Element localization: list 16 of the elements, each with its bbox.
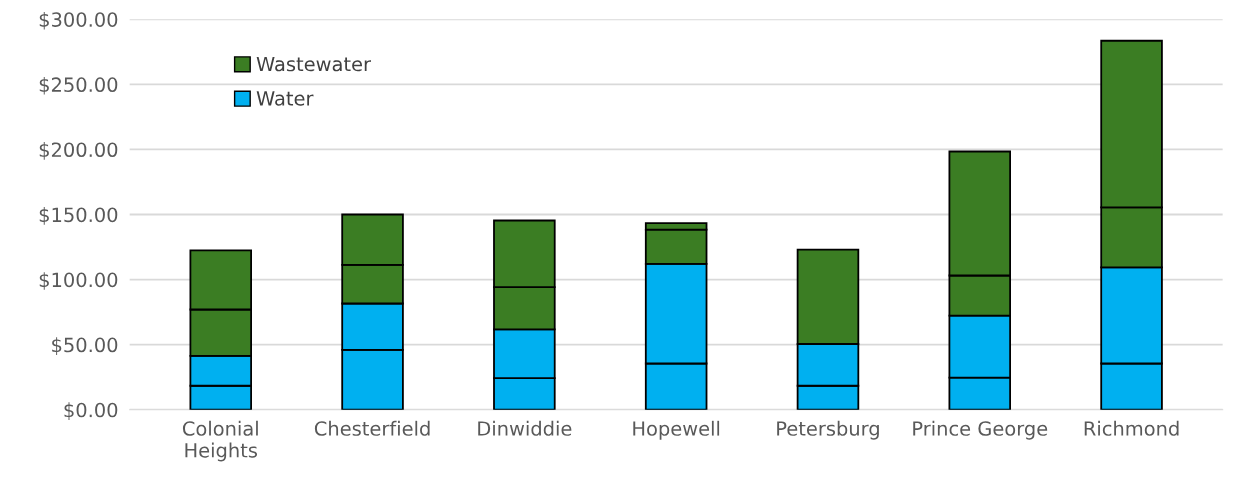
y-tick-label: $50.00 <box>52 337 118 355</box>
y-tick-label: $300.00 <box>39 11 118 30</box>
x-tick-label: Dinwiddie <box>478 420 572 436</box>
y-tick-label: $250.00 <box>39 76 118 95</box>
x-tick-label: Chesterfield <box>314 420 430 436</box>
y-tick-label: $100.00 <box>39 272 118 290</box>
x-tick-label: Richmond <box>1084 420 1179 436</box>
y-tick-label: $150.00 <box>39 207 118 225</box>
legend-label: Wastewater <box>256 56 372 72</box>
x-tick-label: Prince George <box>913 420 1048 440</box>
x-tick-label: Colonial Heights <box>182 420 258 462</box>
y-tick-label: $0.00 <box>64 402 118 420</box>
x-tick-label: Hopewell <box>633 420 720 440</box>
x-tick-label: Petersburg <box>777 420 879 440</box>
legend-label: Water <box>256 91 314 106</box>
y-tick-label: $200.00 <box>39 142 118 160</box>
